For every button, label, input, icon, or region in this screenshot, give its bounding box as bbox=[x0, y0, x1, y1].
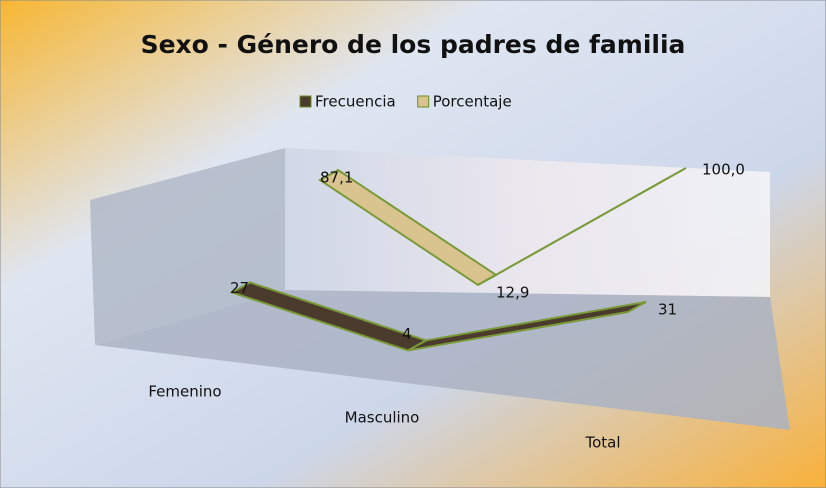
data-label: 4 bbox=[402, 325, 412, 343]
ribbon-segment bbox=[407, 300, 647, 352]
data-label: 27 bbox=[230, 279, 249, 297]
legend-swatch bbox=[299, 95, 312, 108]
legend-label: Porcentaje bbox=[433, 93, 512, 111]
back-wall bbox=[285, 148, 770, 297]
legend-label: Frecuencia bbox=[315, 93, 396, 111]
x-tick-label: Total bbox=[584, 434, 620, 452]
ribbon-segment bbox=[477, 167, 687, 286]
legend-swatch bbox=[417, 95, 430, 108]
legend: Frecuencia Porcentaje bbox=[299, 93, 512, 111]
chart-title: Sexo - Género de los padres de familia bbox=[141, 30, 686, 59]
floor bbox=[95, 290, 790, 430]
data-label: 31 bbox=[658, 300, 677, 318]
data-label: 12,9 bbox=[496, 283, 529, 301]
x-tick-label: Masculino bbox=[345, 409, 420, 427]
x-tick-label: Femenino bbox=[148, 383, 221, 401]
data-label: 87,1 bbox=[320, 169, 353, 187]
data-label: 100,0 bbox=[702, 161, 745, 179]
left-wall bbox=[90, 148, 285, 345]
